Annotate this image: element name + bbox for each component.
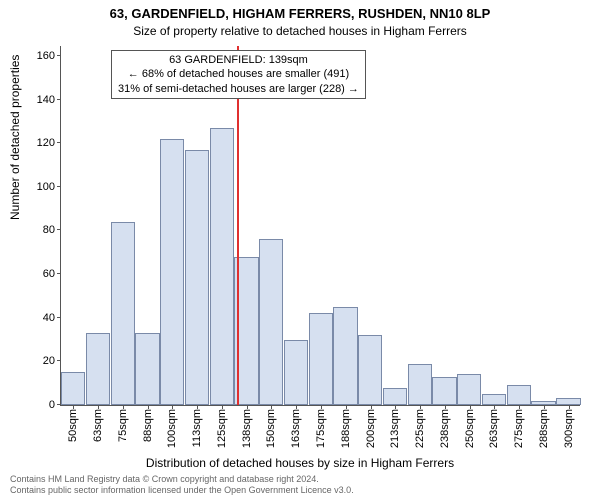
y-tick-label: 120 (37, 137, 61, 149)
plot-area: 02040608010012014016050sqm63sqm75sqm88sq… (60, 46, 580, 406)
x-tick-label: 50sqm (67, 405, 79, 442)
annotation-box: 63 GARDENFIELD: 139sqm ← 68% of detached… (111, 50, 366, 99)
histogram-bar (86, 333, 110, 405)
y-tick-mark (57, 273, 61, 274)
x-tick-mark (271, 405, 272, 409)
histogram-bar (408, 364, 432, 405)
histogram-bar (309, 313, 333, 405)
chart-container: 63, GARDENFIELD, HIGHAM FERRERS, RUSHDEN… (0, 0, 600, 500)
x-tick-mark (346, 405, 347, 409)
histogram-bar (61, 372, 85, 405)
y-tick-mark (57, 99, 61, 100)
x-tick-label: 113sqm (191, 405, 203, 447)
x-tick-label: 300sqm (563, 405, 575, 448)
reference-line (237, 46, 239, 405)
x-tick-label: 88sqm (142, 405, 154, 442)
x-tick-mark (321, 405, 322, 409)
x-tick-mark (197, 405, 198, 409)
y-tick-mark (57, 142, 61, 143)
y-tick-mark (57, 317, 61, 318)
x-tick-label: 63sqm (92, 405, 104, 442)
x-tick-label: 288sqm (538, 405, 550, 448)
x-tick-mark (569, 405, 570, 409)
y-tick-mark (57, 55, 61, 56)
y-tick-label: 0 (49, 399, 61, 411)
x-tick-label: 250sqm (464, 405, 476, 448)
x-tick-label: 125sqm (216, 405, 228, 448)
x-tick-mark (98, 405, 99, 409)
histogram-bar (383, 388, 407, 405)
annot-line2: ← 68% of detached houses are smaller (49… (118, 67, 359, 81)
x-tick-label: 100sqm (166, 405, 178, 448)
x-tick-mark (123, 405, 124, 409)
histogram-bar (333, 307, 357, 405)
x-tick-mark (470, 405, 471, 409)
x-tick-mark (494, 405, 495, 409)
x-tick-label: 188sqm (340, 405, 352, 448)
y-tick-mark (57, 360, 61, 361)
histogram-bar (432, 377, 456, 405)
histogram-bar (457, 374, 481, 405)
y-tick-label: 160 (37, 50, 61, 62)
x-tick-label: 225sqm (414, 405, 426, 448)
x-tick-label: 238sqm (439, 405, 451, 448)
x-tick-label: 263sqm (488, 405, 500, 448)
y-axis-label: Number of detached properties (8, 55, 22, 220)
x-tick-label: 275sqm (513, 405, 525, 448)
x-tick-mark (296, 405, 297, 409)
x-tick-mark (247, 405, 248, 409)
y-tick-mark (57, 229, 61, 230)
x-tick-mark (395, 405, 396, 409)
histogram-bar (185, 150, 209, 405)
y-tick-label: 60 (43, 268, 61, 280)
histogram-bar (111, 222, 135, 405)
histogram-bar (507, 385, 531, 405)
y-tick-mark (57, 186, 61, 187)
y-tick-label: 40 (43, 312, 61, 324)
copyright-line2: Contains public sector information licen… (10, 485, 354, 496)
x-tick-mark (445, 405, 446, 409)
histogram-bar (284, 340, 308, 405)
y-tick-label: 140 (37, 94, 61, 106)
chart-title: 63, GARDENFIELD, HIGHAM FERRERS, RUSHDEN… (0, 6, 600, 21)
x-tick-mark (222, 405, 223, 409)
x-tick-label: 150sqm (265, 405, 277, 448)
copyright: Contains HM Land Registry data © Crown c… (10, 474, 354, 496)
x-tick-mark (544, 405, 545, 409)
x-tick-label: 213sqm (389, 405, 401, 448)
x-tick-mark (519, 405, 520, 409)
histogram-bar (259, 239, 283, 405)
y-tick-label: 20 (43, 355, 61, 367)
histogram-bar (160, 139, 184, 405)
copyright-line1: Contains HM Land Registry data © Crown c… (10, 474, 354, 485)
histogram-bar (135, 333, 159, 405)
histogram-bar (482, 394, 506, 405)
x-tick-mark (371, 405, 372, 409)
annot-line3: 31% of semi-detached houses are larger (… (118, 82, 359, 96)
annot-line1: 63 GARDENFIELD: 139sqm (118, 53, 359, 67)
x-tick-mark (420, 405, 421, 409)
x-tick-label: 75sqm (117, 405, 129, 442)
x-tick-mark (148, 405, 149, 409)
x-tick-label: 175sqm (315, 405, 327, 448)
y-tick-label: 100 (37, 181, 61, 193)
x-tick-mark (73, 405, 74, 409)
x-axis-label: Distribution of detached houses by size … (0, 456, 600, 470)
x-tick-mark (172, 405, 173, 409)
histogram-bar (210, 128, 234, 405)
x-tick-label: 163sqm (290, 405, 302, 448)
chart-subtitle: Size of property relative to detached ho… (0, 24, 600, 38)
x-tick-label: 138sqm (241, 405, 253, 448)
histogram-bar (358, 335, 382, 405)
x-tick-label: 200sqm (365, 405, 377, 448)
y-tick-label: 80 (43, 224, 61, 236)
